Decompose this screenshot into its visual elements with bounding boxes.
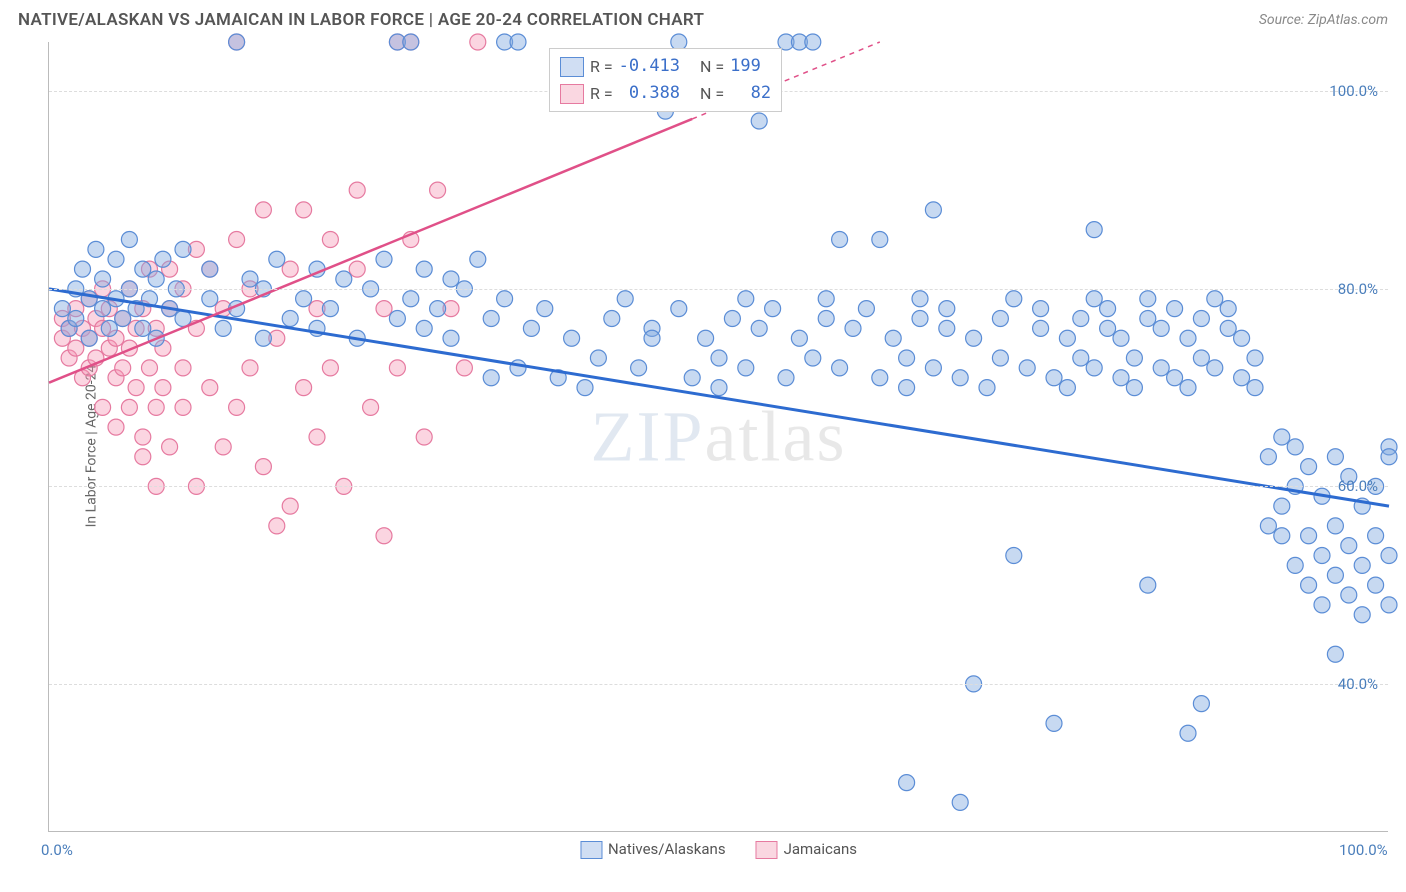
legend-swatch-blue [560, 57, 584, 77]
n-value-pink: 82 [730, 80, 771, 107]
y-tick-label: 40.0% [1338, 675, 1378, 693]
r-value-blue: -0.413 [619, 53, 680, 80]
r-label: R = [590, 54, 613, 80]
x-tick-label: 100.0% [1339, 841, 1388, 859]
source-label: Source: ZipAtlas.com [1259, 12, 1388, 28]
legend-stats: R = -0.413 N = 199 R = 0.388 N = 82 [549, 48, 782, 112]
legend-series-pink-label: Jamaicans [784, 840, 857, 858]
legend-series-blue-label: Natives/Alaskans [608, 840, 726, 858]
n-label: N = [700, 81, 724, 107]
legend-swatch-pink [560, 84, 584, 104]
legend-stats-row-pink: R = 0.388 N = 82 [560, 80, 771, 107]
legend-stats-row-blue: R = -0.413 N = 199 [560, 53, 771, 80]
x-tick-label: 0.0% [41, 841, 73, 859]
chart-title: NATIVE/ALASKAN VS JAMAICAN IN LABOR FORC… [18, 10, 704, 30]
legend-swatch-blue-icon [580, 841, 602, 859]
r-value-pink: 0.388 [619, 80, 680, 107]
legend-swatch-pink-icon [756, 841, 778, 859]
r-label: R = [590, 81, 613, 107]
n-value-blue: 199 [730, 53, 761, 80]
legend-series: Natives/Alaskans Jamaicans [580, 840, 857, 859]
n-label: N = [700, 54, 724, 80]
legend-series-blue: Natives/Alaskans [580, 840, 726, 859]
legend-series-pink: Jamaicans [756, 840, 857, 859]
chart-plot-area: ZIPatlas R = -0.413 N = 199 R = 0.388 N … [48, 42, 1388, 832]
y-tick-label: 60.0% [1338, 477, 1378, 495]
scatter-svg [49, 42, 1388, 831]
y-tick-label: 100.0% [1329, 82, 1378, 100]
y-tick-label: 80.0% [1338, 280, 1378, 298]
